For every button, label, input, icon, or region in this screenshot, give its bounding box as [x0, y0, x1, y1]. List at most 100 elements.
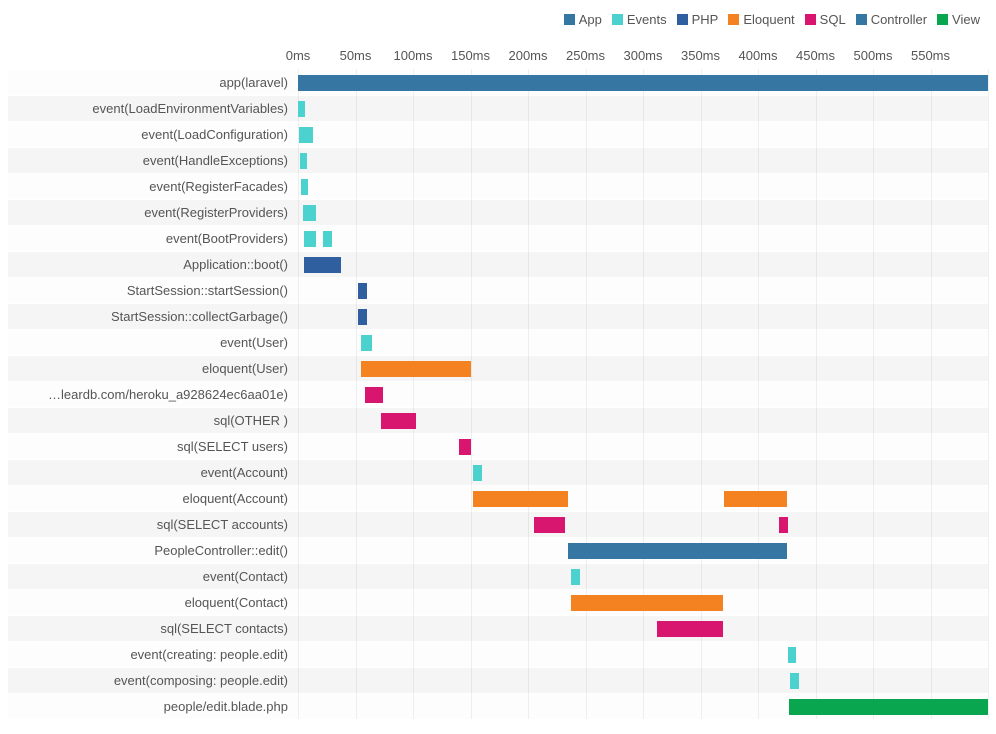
axis-tick: 400ms — [738, 48, 777, 63]
row-track — [298, 304, 988, 329]
row-track — [298, 226, 988, 251]
row-label: sql(SELECT users) — [8, 439, 298, 454]
timeline-row: event(BootProviders) — [8, 225, 988, 251]
legend-item[interactable]: App — [564, 12, 602, 27]
legend: App Events PHP Eloquent SQL Controller View — [8, 8, 988, 41]
timeline-bar[interactable] — [789, 699, 988, 715]
row-label: eloquent(User) — [8, 361, 298, 376]
timeline-bar[interactable] — [365, 387, 383, 403]
legend-item[interactable]: Events — [612, 12, 667, 27]
timeline-row: event(HandleExceptions) — [8, 147, 988, 173]
timeline-row: event(User) — [8, 329, 988, 355]
legend-label: Eloquent — [743, 12, 794, 27]
timeline-bar[interactable] — [298, 101, 305, 117]
timeline-bar[interactable] — [323, 231, 332, 247]
row-track — [298, 512, 988, 537]
legend-item[interactable]: SQL — [805, 12, 846, 27]
timeline-bar[interactable] — [534, 517, 565, 533]
row-track — [298, 330, 988, 355]
row-label: StartSession::collectGarbage() — [8, 309, 298, 324]
row-label: event(RegisterFacades) — [8, 179, 298, 194]
row-track — [298, 694, 988, 719]
axis-tick: 450ms — [796, 48, 835, 63]
timeline-row: StartSession::startSession() — [8, 277, 988, 303]
row-label: event(LoadEnvironmentVariables) — [8, 101, 298, 116]
row-label: eloquent(Account) — [8, 491, 298, 506]
timeline-bar[interactable] — [568, 543, 787, 559]
timeline-bar[interactable] — [724, 491, 787, 507]
timeline-row: sql(SELECT users) — [8, 433, 988, 459]
legend-item[interactable]: Eloquent — [728, 12, 794, 27]
row-label: event(Contact) — [8, 569, 298, 584]
timeline-row: PeopleController::edit() — [8, 537, 988, 563]
row-track — [298, 382, 988, 407]
timeline-bar[interactable] — [361, 361, 470, 377]
legend-label: SQL — [820, 12, 846, 27]
row-track — [298, 538, 988, 563]
axis-tick: 150ms — [451, 48, 490, 63]
timeline-bar[interactable] — [381, 413, 390, 429]
timeline-bar[interactable] — [790, 673, 799, 689]
timeline-bar[interactable] — [304, 231, 317, 247]
timeline-row: people/edit.blade.php — [8, 693, 988, 719]
timeline-bar[interactable] — [298, 75, 988, 91]
timeline-bar[interactable] — [304, 257, 341, 273]
row-label: app(laravel) — [8, 75, 298, 90]
timeline-row: event(LoadEnvironmentVariables) — [8, 95, 988, 121]
timeline-row: …leardb.com/heroku_a928624ec6aa01e) — [8, 381, 988, 407]
timeline-bar[interactable] — [788, 647, 796, 663]
timeline-bar[interactable] — [299, 127, 313, 143]
timeline-row: eloquent(User) — [8, 355, 988, 381]
timeline-bar[interactable] — [300, 153, 307, 169]
legend-item[interactable]: PHP — [677, 12, 719, 27]
timeline-bar[interactable] — [779, 517, 788, 533]
timeline-row: event(LoadConfiguration) — [8, 121, 988, 147]
row-track — [298, 616, 988, 641]
legend-swatch — [612, 14, 623, 25]
timeline-bar[interactable] — [473, 491, 568, 507]
timeline-row: event(Contact) — [8, 563, 988, 589]
row-track — [298, 278, 988, 303]
timeline-bar[interactable] — [657, 621, 724, 637]
timeline-row: event(RegisterProviders) — [8, 199, 988, 225]
timeline-row: app(laravel) — [8, 69, 988, 95]
row-track — [298, 460, 988, 485]
timeline-bar[interactable] — [303, 205, 317, 221]
x-axis-ticks: 0ms50ms100ms150ms200ms250ms300ms350ms400… — [298, 41, 988, 67]
legend-swatch — [856, 14, 867, 25]
axis-tick: 250ms — [566, 48, 605, 63]
timeline-bar[interactable] — [571, 569, 580, 585]
row-label: event(RegisterProviders) — [8, 205, 298, 220]
axis-tick: 500ms — [853, 48, 892, 63]
timeline-rows: app(laravel) event(LoadEnvironmentVariabl… — [8, 69, 988, 719]
legend-label: App — [579, 12, 602, 27]
legend-label: Controller — [871, 12, 927, 27]
timeline-bar[interactable] — [358, 283, 367, 299]
row-track — [298, 96, 988, 121]
legend-item[interactable]: View — [937, 12, 980, 27]
row-track — [298, 252, 988, 277]
row-label: sql(SELECT accounts) — [8, 517, 298, 532]
legend-item[interactable]: Controller — [856, 12, 927, 27]
timeline-bar[interactable] — [473, 465, 482, 481]
timeline-row: event(RegisterFacades) — [8, 173, 988, 199]
row-label: event(BootProviders) — [8, 231, 298, 246]
timeline-bar[interactable] — [390, 413, 416, 429]
timeline-bar[interactable] — [571, 595, 724, 611]
timeline-bar[interactable] — [301, 179, 308, 195]
row-label: event(LoadConfiguration) — [8, 127, 298, 142]
legend-swatch — [564, 14, 575, 25]
x-axis: 0ms50ms100ms150ms200ms250ms300ms350ms400… — [8, 41, 988, 67]
timeline-row: event(Account) — [8, 459, 988, 485]
timeline-row: eloquent(Account) — [8, 485, 988, 511]
row-label: event(HandleExceptions) — [8, 153, 298, 168]
legend-swatch — [805, 14, 816, 25]
legend-swatch — [728, 14, 739, 25]
row-track — [298, 174, 988, 199]
timeline-bar[interactable] — [361, 335, 371, 351]
row-track — [298, 70, 988, 95]
timeline-bar[interactable] — [358, 309, 367, 325]
timeline-bar[interactable] — [459, 439, 471, 455]
row-track — [298, 200, 988, 225]
axis-tick: 0ms — [286, 48, 311, 63]
